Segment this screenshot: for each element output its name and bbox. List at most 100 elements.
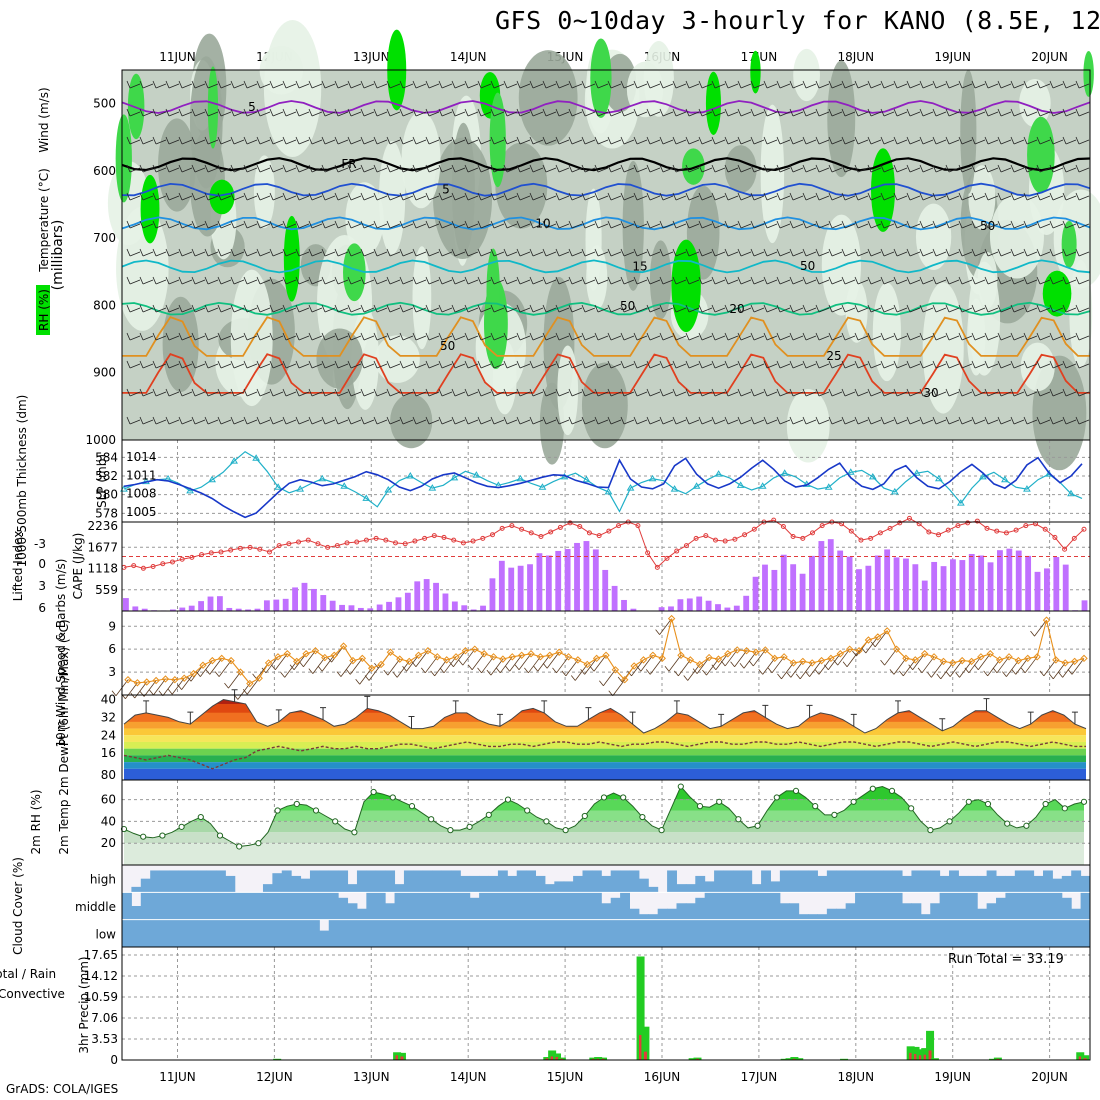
cloud-cover-bar — [554, 892, 565, 920]
wind-barb — [347, 108, 362, 117]
wind-speed-point — [714, 655, 723, 663]
wind-barb — [633, 276, 648, 285]
lifted-index-point — [160, 561, 166, 567]
lifted-index-point — [790, 534, 796, 540]
wind-barb — [477, 80, 492, 89]
wind-barb — [880, 164, 895, 173]
lifted-index-point — [674, 548, 680, 554]
cape-bar — [827, 539, 834, 611]
wind-barb — [360, 108, 375, 117]
wind-barb — [1010, 360, 1025, 369]
wind-barb — [737, 164, 752, 173]
wind-barb — [568, 332, 583, 341]
cape-bar — [395, 597, 402, 611]
wind-barb — [165, 388, 180, 397]
wind-barb — [685, 332, 700, 341]
wind-barb — [620, 220, 635, 229]
wind-barb — [893, 416, 908, 425]
cloud-cover-bar — [272, 919, 283, 947]
wind-barb — [971, 192, 986, 201]
cape-bar — [235, 608, 242, 611]
wind-speed-point — [967, 657, 976, 666]
wind-speed-point — [845, 645, 854, 653]
rh-point — [754, 822, 761, 829]
wind-barb — [269, 80, 284, 89]
wind-barb — [854, 276, 869, 285]
wind-barb — [763, 388, 778, 397]
cloud-cover-bar — [939, 892, 950, 920]
wind-barb — [607, 108, 622, 117]
wind-barb — [477, 136, 492, 145]
cloud-cover-bar — [1014, 870, 1025, 893]
rh-point — [927, 827, 934, 834]
wind-barb — [334, 136, 349, 145]
lifted-index-point — [169, 559, 175, 565]
lifted-index-series-line — [123, 517, 1085, 569]
temperature-contour — [121, 259, 1091, 274]
wind-barb — [464, 108, 479, 117]
wind-barb — [191, 360, 206, 369]
wind-barb — [867, 388, 882, 397]
rh-moist-blob — [343, 243, 366, 302]
wind-barb — [919, 80, 934, 89]
wind-barb — [282, 388, 297, 397]
cape-bar — [592, 549, 599, 611]
thickness-point — [384, 486, 393, 493]
lifted-index-point — [179, 556, 185, 562]
cloud-cover-bar — [808, 914, 818, 920]
wind-barb — [698, 332, 713, 341]
wind-barb — [997, 80, 1012, 89]
wind-barb — [802, 192, 817, 201]
wind-barb — [698, 220, 713, 229]
cloud-cover-bar — [422, 870, 433, 893]
cloud-cover-bar — [244, 919, 255, 947]
wind-barb-10m — [392, 661, 410, 678]
wind-barb — [165, 332, 180, 341]
wind-barb — [243, 416, 258, 425]
cloud-cover-bar — [573, 892, 584, 920]
cloud-cover-bar — [272, 892, 283, 920]
rh-point — [543, 818, 550, 825]
cloud-cover-bar — [309, 892, 320, 920]
wind-barb — [607, 276, 622, 285]
cape-bar — [357, 607, 364, 611]
wind-barb — [308, 192, 323, 201]
wind-barb — [724, 220, 739, 229]
wind-barb — [191, 276, 206, 285]
wind-barb — [620, 304, 635, 313]
wind-speed-point — [1014, 656, 1023, 665]
wind-barb — [685, 304, 700, 313]
wind-barb — [490, 192, 505, 201]
lifted-index-point — [480, 535, 486, 541]
precip-total-bar — [926, 1030, 935, 1060]
wind-barb — [412, 276, 427, 285]
precip-convective-bar — [695, 1058, 699, 1060]
wind-barb — [152, 332, 167, 341]
rh-blob — [960, 69, 977, 194]
wind-speed-point — [827, 654, 835, 663]
cloud-cover-bar — [883, 892, 894, 920]
wind-barb — [737, 108, 752, 117]
wind-barb — [841, 192, 856, 201]
cape-bar — [282, 598, 289, 611]
wind-barb — [230, 360, 245, 369]
cloud-cover-bar — [676, 903, 687, 920]
wind-barb — [789, 136, 804, 145]
cloud-cover-bar — [206, 919, 217, 947]
lifted-index-point — [199, 552, 205, 558]
wind-barb — [646, 136, 661, 145]
wind-barb — [620, 276, 635, 285]
rh-point — [792, 787, 800, 794]
wind-barb — [750, 276, 765, 285]
precip-convective-bar — [601, 1058, 605, 1060]
rh-point — [1004, 820, 1011, 827]
cape-bar — [771, 569, 778, 611]
cloud-cover-bar — [563, 892, 574, 920]
cape-bar — [780, 554, 787, 611]
wind-barb — [646, 108, 661, 117]
wind-speed-point — [1070, 657, 1079, 666]
rh-moist-blob — [209, 179, 235, 215]
wind-barb-10m — [439, 656, 457, 674]
bottom-date-label: 16JUN — [644, 1070, 681, 1084]
cloud-cover-bar — [197, 919, 208, 947]
